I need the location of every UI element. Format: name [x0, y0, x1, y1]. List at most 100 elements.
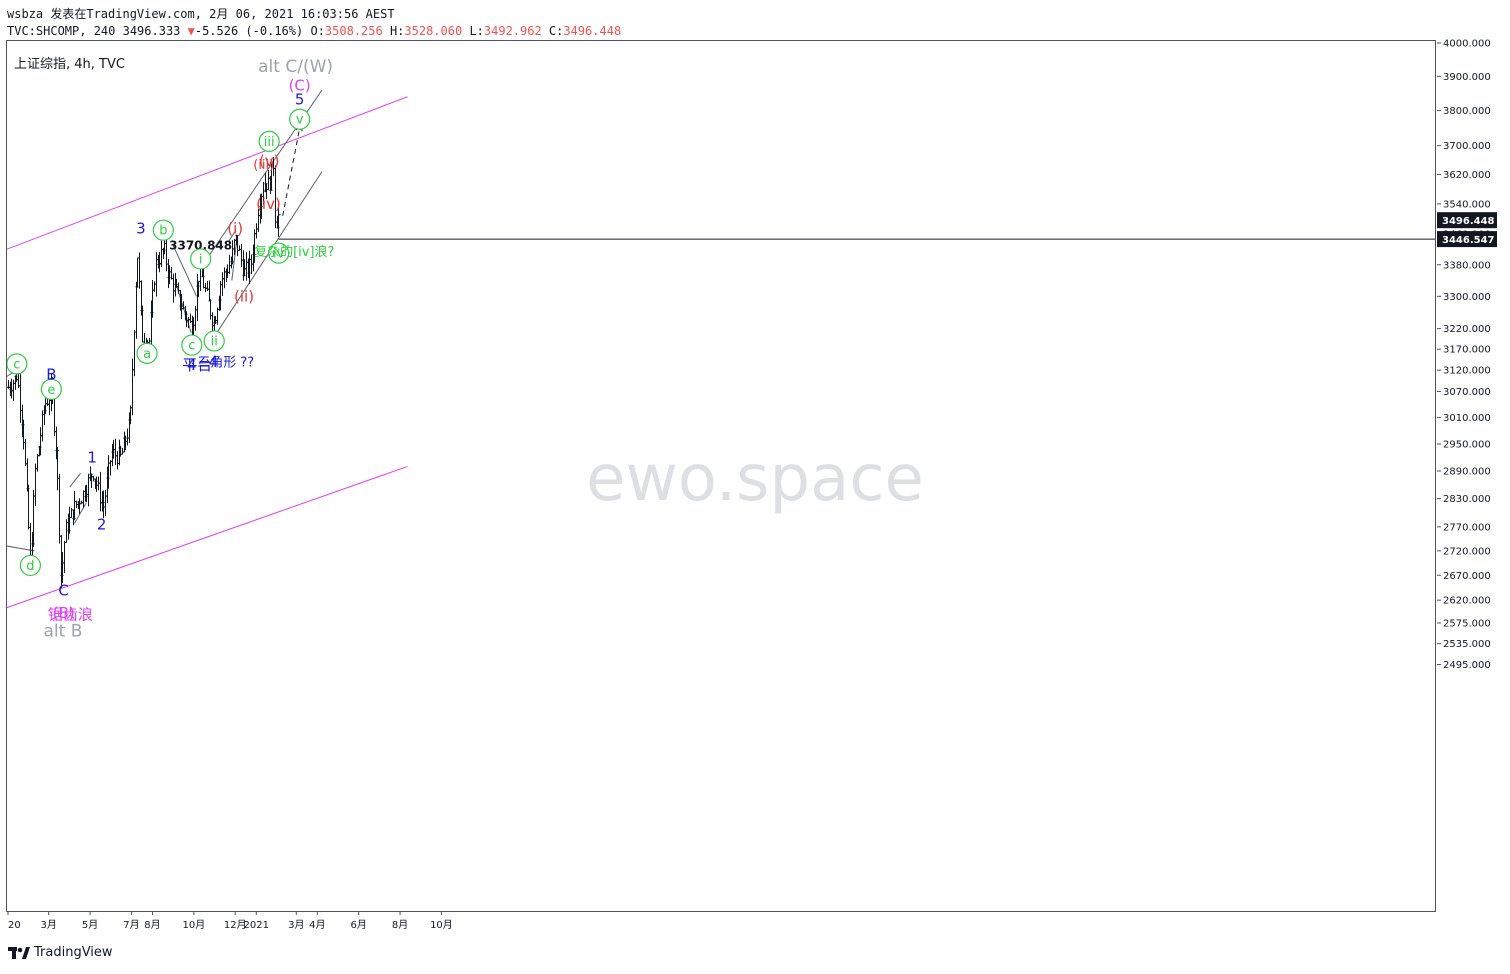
price-tag-label: 3496.448 — [1442, 216, 1495, 227]
y-tick-label: 2575.000 — [1443, 618, 1491, 629]
header-line-2: TVC:SHCOMP, 240 3496.333 ▼-5.526 (-0.16%… — [7, 24, 621, 38]
low-label: L: — [469, 24, 484, 38]
wave-label: 三角形 ?? — [197, 355, 254, 370]
y-tick-label: 3700.000 — [1443, 141, 1491, 152]
trendline — [231, 241, 238, 281]
wave-label: (i) — [227, 220, 243, 238]
wave-label: b — [159, 224, 167, 239]
wave-label: 3370.848 — [169, 239, 232, 253]
y-tick-label: 3170.000 — [1443, 345, 1491, 356]
y-tick-label: 3540.000 — [1443, 199, 1491, 210]
wave-label: iv — [273, 247, 285, 262]
x-tick-label: 10月 — [182, 919, 205, 931]
footer-brand[interactable]: TradingView — [8, 945, 113, 960]
wave-label: (C) — [289, 77, 311, 95]
wave-label-circle — [136, 342, 158, 364]
wave-label: a — [143, 347, 151, 362]
y-tick-label: 3010.000 — [1443, 413, 1491, 424]
chart-pane[interactable] — [6, 40, 1436, 912]
wave-label: 2 — [97, 516, 107, 534]
close-label: C: — [548, 24, 564, 38]
wave-label: 4 — [209, 353, 219, 371]
watermark: ewo.space — [586, 442, 924, 516]
x-tick-label: 2021 — [244, 920, 269, 931]
channel-line — [7, 465, 408, 609]
trendline — [74, 503, 87, 524]
open-label: O: — [310, 24, 325, 38]
low-value: 3492.962 — [483, 24, 542, 38]
y-tick-label: 3380.000 — [1443, 260, 1491, 271]
trendline — [172, 244, 198, 297]
wave-label: (iv) — [256, 195, 281, 213]
wave-label: v — [296, 113, 304, 128]
high-value: 3528.060 — [404, 24, 463, 38]
y-tick-label: 2495.000 — [1443, 660, 1491, 671]
wave-label: (B) — [53, 604, 75, 622]
y-tick-label: 3620.000 — [1443, 170, 1491, 181]
x-tick-label: 12月 — [224, 919, 247, 931]
price-tag-label: 3446.547 — [1442, 235, 1495, 246]
change-down-icon: ▼ — [187, 24, 195, 38]
wave-label: 复杂的[iv]浪? — [254, 244, 334, 260]
trendline — [7, 545, 35, 552]
wave-label: i — [199, 252, 203, 267]
wave-label-circle — [40, 378, 63, 400]
wave-label: 4 — [187, 356, 197, 374]
tradingview-logo-icon — [8, 946, 30, 959]
y-tick-label: 2890.000 — [1443, 467, 1491, 478]
wave-label: e — [47, 383, 55, 398]
wave-label: c — [13, 357, 20, 372]
tradingview-brand: TradingView — [34, 945, 113, 960]
wave-label: (ii) — [234, 288, 254, 306]
wave-label: alt C/(W) — [258, 57, 333, 77]
y-tick-label: 4000.000 — [1443, 39, 1491, 50]
wave-label: 5 — [295, 91, 305, 109]
trendline — [69, 472, 81, 488]
x-tick-label: 6月 — [350, 919, 366, 931]
trendline — [228, 229, 237, 242]
wave-label-circle — [203, 330, 225, 352]
projection-arrow — [282, 124, 301, 216]
x-tick-label: 4月 — [309, 919, 325, 931]
symbol-label: 上证综指, 4h, TVC — [14, 57, 125, 72]
wave-label-circle — [152, 219, 174, 241]
wave-label-circle — [19, 554, 41, 577]
x-tick-label: 5月 — [82, 919, 98, 931]
price-tag — [1437, 212, 1497, 229]
y-tick-label: 3300.000 — [1443, 292, 1491, 303]
wave-label: C — [58, 581, 68, 599]
wave-label: ii — [211, 334, 218, 349]
y-tick-label: 2770.000 — [1443, 522, 1491, 533]
channel-line — [7, 96, 408, 250]
wave-label-circle — [289, 108, 311, 130]
wave-label: (iii) — [253, 158, 274, 173]
open-value: 3508.256 — [324, 24, 383, 38]
wave-label: alt B — [44, 622, 83, 642]
high-label: H: — [389, 24, 405, 38]
x-tick-label: 8月 — [392, 919, 408, 931]
price-change: -5.526 (-0.16%) — [194, 24, 304, 38]
y-tick-label: 3070.000 — [1443, 387, 1491, 398]
wave-label: (v) — [259, 152, 280, 170]
wave-label: iii — [264, 135, 275, 150]
y-tick-label: 2720.000 — [1443, 546, 1491, 557]
wave-label: 1 — [87, 449, 97, 467]
wave-label-circle — [181, 334, 203, 356]
ohlc-symbol-price: TVC:SHCOMP, 240 3496.333 — [7, 24, 181, 38]
wave-label-circle — [258, 130, 280, 152]
x-tick-label: 3月 — [288, 919, 304, 931]
y-tick-label: 2670.000 — [1443, 571, 1491, 582]
wave-label-circle — [268, 242, 290, 264]
x-tick-label: 10月 — [430, 919, 453, 931]
x-tick-label: 3月 — [41, 919, 57, 931]
y-tick-label: 3120.000 — [1443, 366, 1491, 377]
wave-label: 锯齿浪 — [48, 606, 93, 624]
wave-label: 3 — [136, 220, 146, 238]
x-tick-label: 20 — [8, 920, 21, 931]
y-tick-label: 3900.000 — [1443, 72, 1491, 83]
x-tick-label: 7月 — [123, 919, 139, 931]
wave-label-circle — [190, 248, 212, 270]
y-tick-label: 2950.000 — [1443, 439, 1491, 450]
